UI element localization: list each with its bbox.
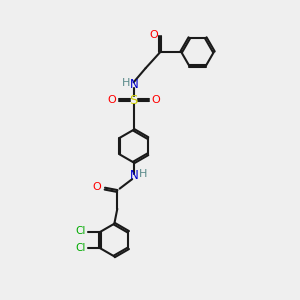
- Text: O: O: [152, 95, 160, 105]
- Text: N: N: [130, 169, 139, 182]
- Text: O: O: [107, 95, 116, 105]
- Text: H: H: [139, 169, 147, 179]
- Text: O: O: [149, 30, 158, 40]
- Text: H: H: [122, 78, 130, 88]
- Text: N: N: [130, 78, 139, 91]
- Text: S: S: [130, 94, 138, 106]
- Text: O: O: [92, 182, 101, 192]
- Text: Cl: Cl: [75, 243, 86, 253]
- Text: Cl: Cl: [75, 226, 86, 236]
